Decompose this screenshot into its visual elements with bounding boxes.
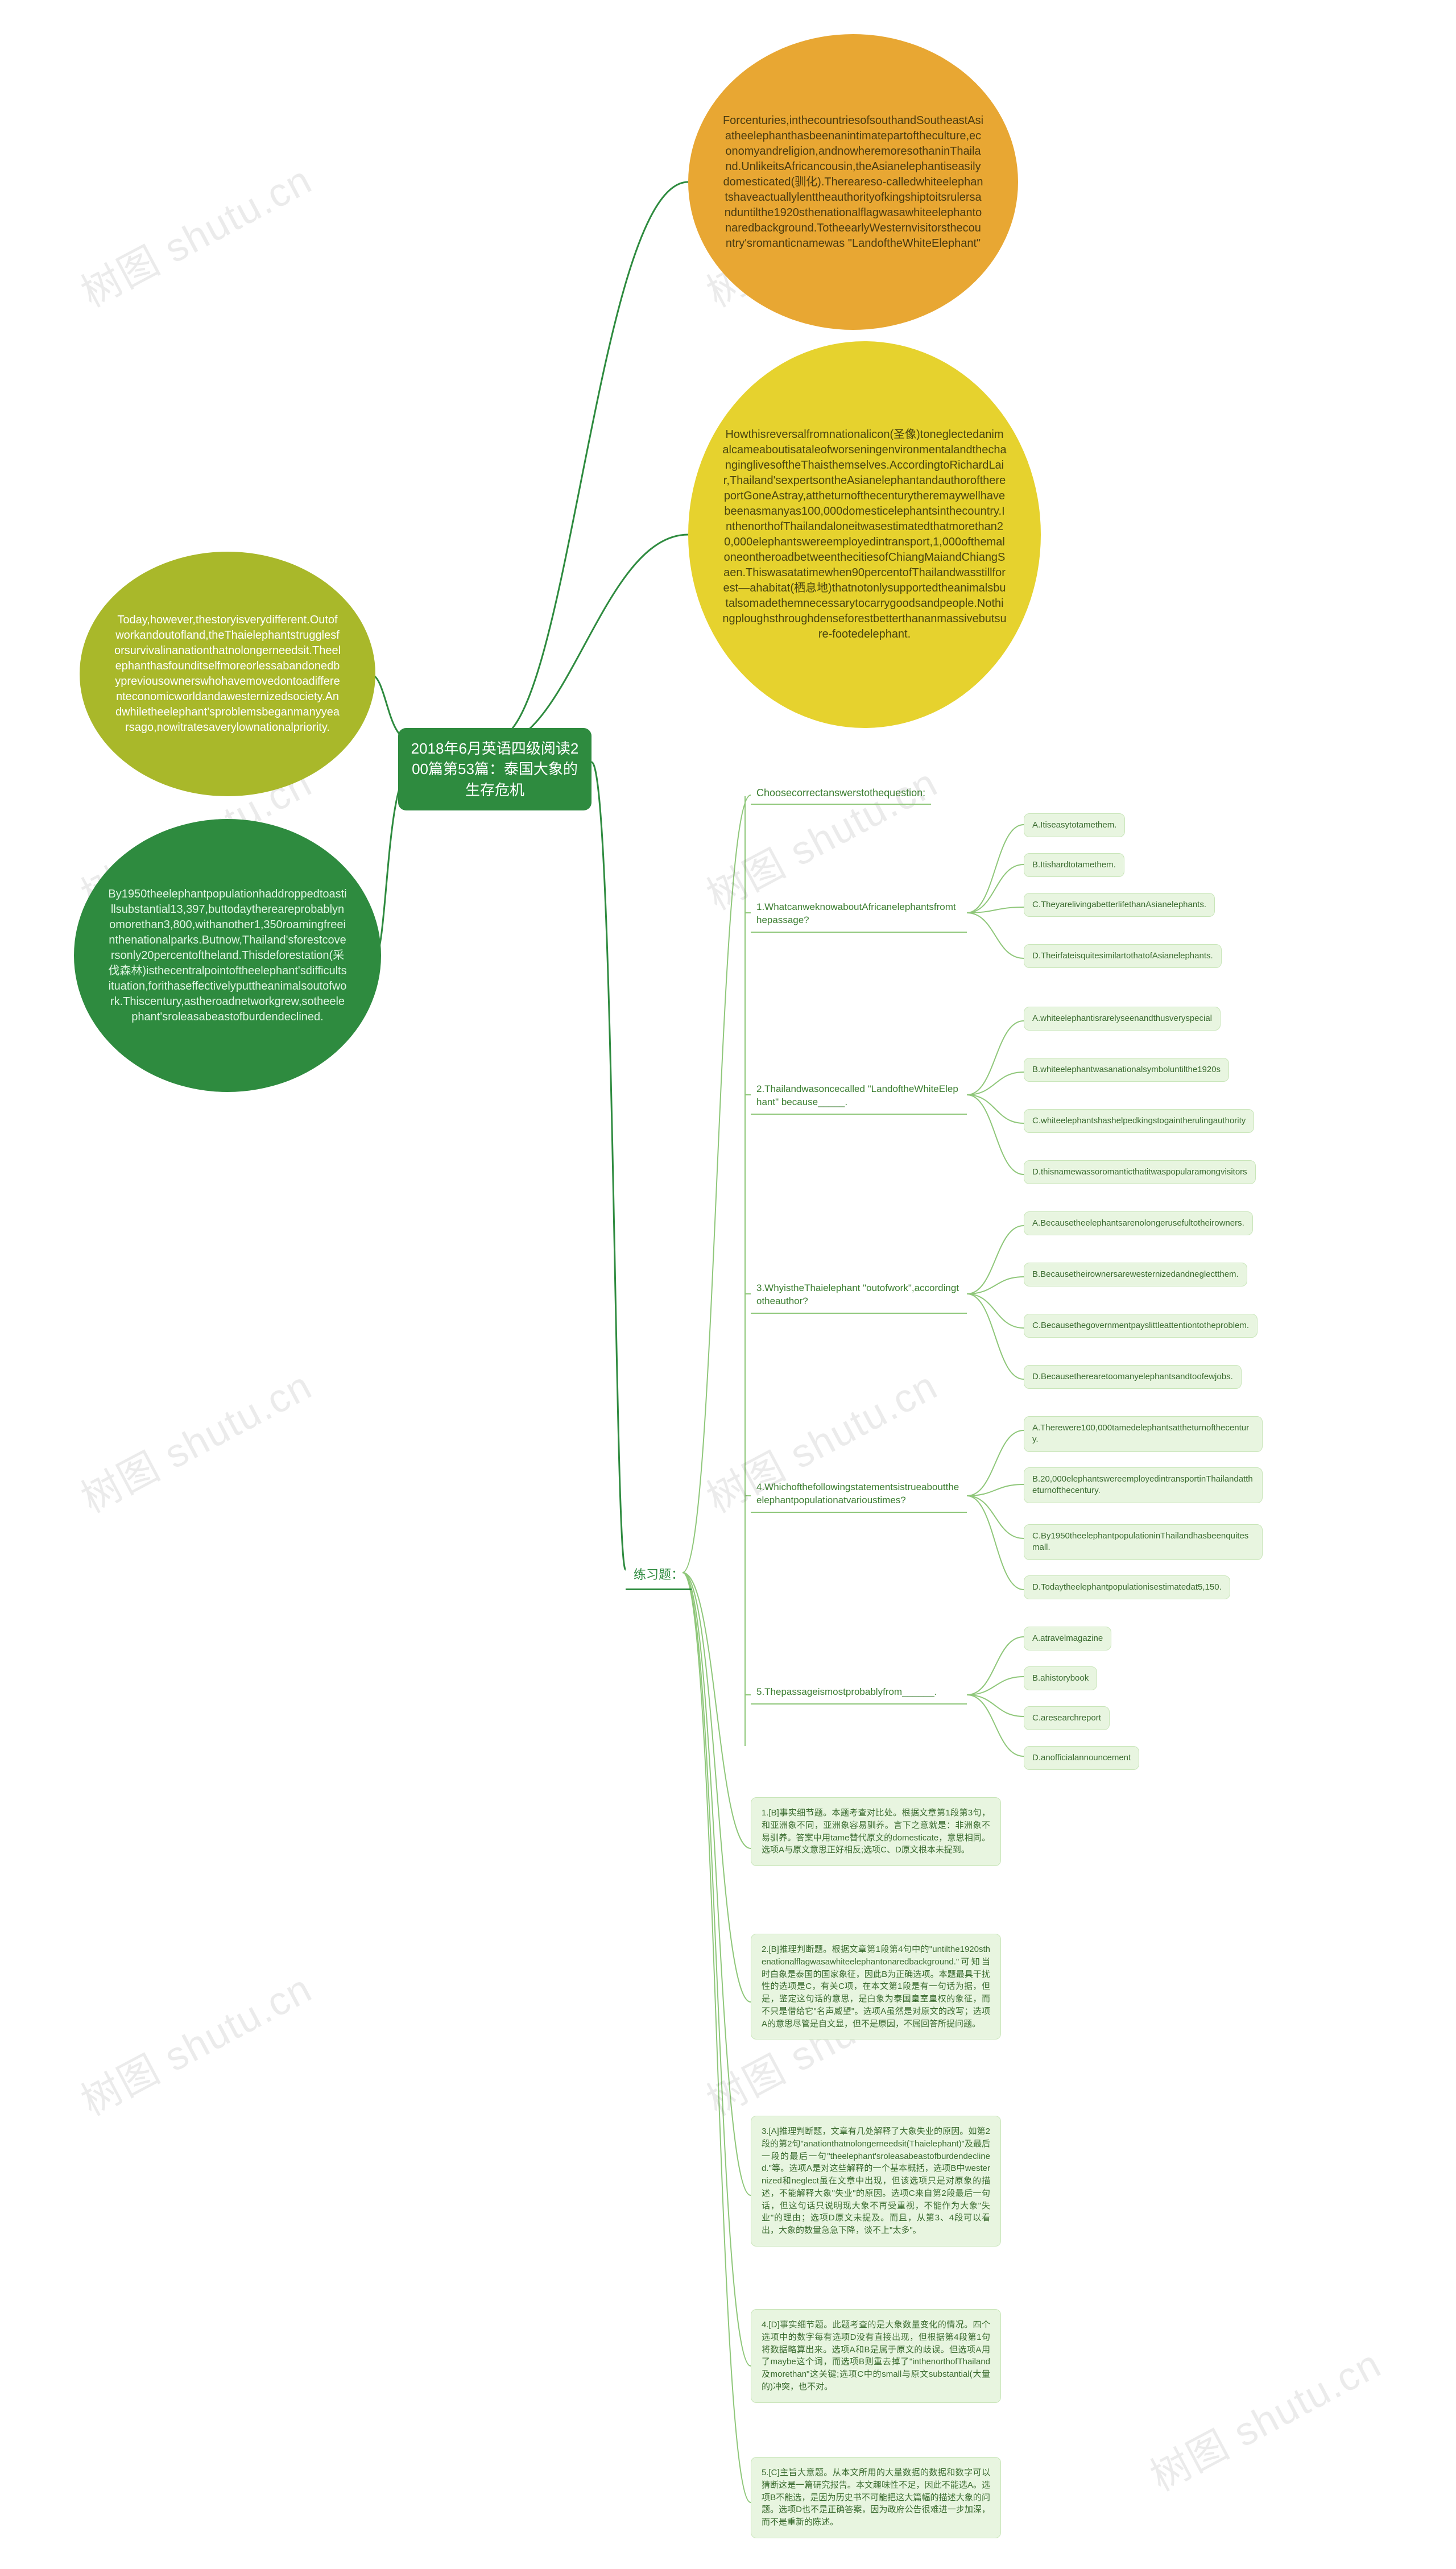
explanation-3: 3.[A]推理判断题，文章有几处解释了大象失业的原因。如第2段的第2句"anat… [751,2116,1001,2247]
bubble-orange-top-text: Forcenturies,inthecountriesofsouthandSou… [722,113,984,251]
question-5-option-4: D.anofficialannouncement [1024,1746,1139,1770]
watermark: 树图 shutu.cn [69,148,320,318]
question-1-option-1: A.Itiseasytotamethem. [1024,813,1125,837]
practice-root: 练习题： [626,1561,692,1590]
question-2-option-1: A.whiteelephantisrarelyseenandthusverysp… [1024,1007,1221,1031]
center-label: 2018年6月英语四级阅读200篇第53篇：泰国大象的生存危机 [411,738,579,800]
question-3-option-4: D.Becausetherearetoomanyelephantsandtoof… [1024,1365,1242,1389]
question-1: 1.WhatcanweknowaboutAfricanelephantsfrom… [751,899,967,933]
question-3: 3.WhyistheThaielephant "outofwork",accor… [751,1280,967,1314]
question-2-option-3: C.whiteelephantshashelpedkingstogainther… [1024,1109,1254,1133]
question-1-option-3: C.TheyarelivingabetterlifethanAsianeleph… [1024,893,1215,917]
center-node: 2018年6月英语四级阅读200篇第53篇：泰国大象的生存危机 [398,728,592,810]
watermark: 树图 shutu.cn [1139,2332,1389,2502]
question-2-option-4: D.thisnamewassoromanticthatitwaspopulara… [1024,1160,1256,1184]
explanation-5: 5.[C]主旨大意题。从本文所用的大量数据的数据和数字可以猜断这是一篇研究报告。… [751,2457,1001,2538]
question-3-option-2: B.Becausetheirownersarewesternizedandneg… [1024,1263,1247,1286]
bubble-yellow-text: Howthisreversalfromnationalicon(圣像)toneg… [722,427,1007,642]
question-5-option-1: A.atravelmagazine [1024,1627,1111,1650]
question-1-option-4: D.TheirfateisquitesimilartothatofAsianel… [1024,944,1222,968]
explanation-2: 2.[B]推理判断题。根据文章第1段第4句中的"untilthe1920sthe… [751,1934,1001,2040]
explanation-4: 4.[D]事实细节题。此题考查的是大象数量变化的情况。四个选项中的数字每有选项D… [751,2309,1001,2403]
bubble-olive-text: Today,however,thestoryisverydifferent.Ou… [114,613,341,735]
question-5: 5.Thepassageismostprobablyfrom______. [751,1683,967,1705]
bubble-yellow: Howthisreversalfromnationalicon(圣像)toneg… [688,341,1041,728]
practice-root-label: 练习题： [634,1567,684,1582]
watermark: 树图 shutu.cn [69,1957,320,2127]
question-1-option-2: B.Itishardtotamethem. [1024,853,1124,877]
question-4: 4.Whichofthefollowingstatementsistrueabo… [751,1479,967,1513]
choose-head: Choosecorrectanswerstothequestion: [751,785,931,805]
choose-head-label: Choosecorrectanswerstothequestion: [756,787,925,799]
question-5-option-3: C.aresearchreport [1024,1706,1110,1730]
watermark: 树图 shutu.cn [695,751,946,921]
question-2: 2.Thailandwasoncecalled "LandoftheWhiteE… [751,1081,967,1115]
bubble-green-text: By1950theelephantpopulationhaddroppedtoa… [108,887,347,1025]
bubble-olive: Today,however,thestoryisverydifferent.Ou… [80,552,375,796]
bubble-green: By1950theelephantpopulationhaddroppedtoa… [74,819,381,1092]
question-5-option-2: B.ahistorybook [1024,1666,1097,1690]
question-4-option-2: B.20,000elephantswereemployedintransport… [1024,1467,1263,1503]
explanation-1: 1.[B]事实细节题。本题考查对比处。根据文章第1段第3句，和亚洲象不同，亚洲象… [751,1797,1001,1866]
question-3-option-1: A.Becausetheelephantsarenolongerusefulto… [1024,1211,1253,1235]
question-4-option-3: C.By1950theelephantpopulationinThailandh… [1024,1524,1263,1560]
question-4-option-1: A.Therewere100,000tamedelephantsatthetur… [1024,1416,1263,1452]
question-4-option-4: D.Todaytheelephantpopulationisestimateda… [1024,1575,1230,1599]
bubble-orange-top: Forcenturies,inthecountriesofsouthandSou… [688,34,1018,330]
question-2-option-2: B.whiteelephantwasanationalsymboluntilth… [1024,1058,1229,1082]
watermark: 树图 shutu.cn [69,1354,320,1524]
question-3-option-3: C.Becausethegovernmentpayslittleattentio… [1024,1314,1258,1338]
